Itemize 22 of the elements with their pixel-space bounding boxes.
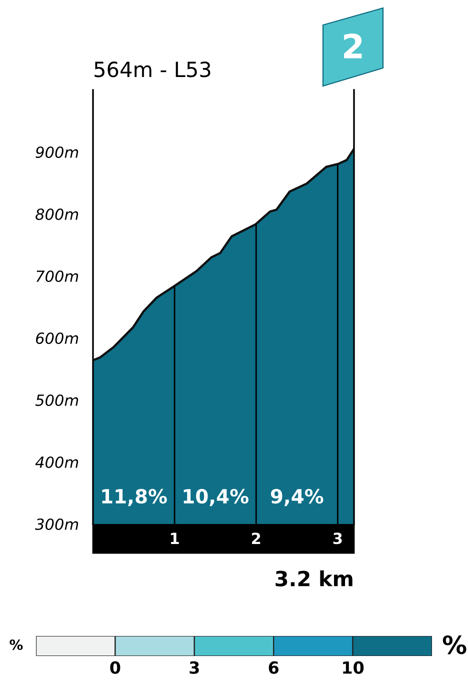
text: 3 — [190, 661, 199, 674]
text: 2 — [344, 33, 362, 58]
y-tick-label: 700m — [36, 270, 78, 282]
x-tick-label: 2 — [252, 532, 260, 544]
text: 6 — [268, 661, 278, 674]
annotation: 9,4% — [270, 488, 324, 506]
annotation: 10,4% — [184, 488, 248, 506]
annotation: 11,8% — [102, 488, 167, 506]
y-tick-label: 800m — [36, 208, 78, 220]
x-tick-label: 1 — [170, 532, 179, 544]
y-tick-label: 900m — [36, 146, 78, 158]
text: 0 — [110, 661, 120, 674]
text: 10 — [343, 661, 364, 674]
x-axis-title: 3.2 km — [276, 570, 352, 586]
y-tick-label: 300m — [35, 518, 78, 530]
y-tick-label: 500m — [35, 394, 78, 406]
text: % — [10, 640, 23, 650]
text: % — [442, 635, 466, 654]
x-tick-label: 3 — [333, 532, 342, 544]
chart-title: 564m - L53 — [94, 62, 210, 78]
y-tick-label: 600m — [36, 332, 78, 344]
y-tick-label: 400m — [35, 456, 78, 468]
